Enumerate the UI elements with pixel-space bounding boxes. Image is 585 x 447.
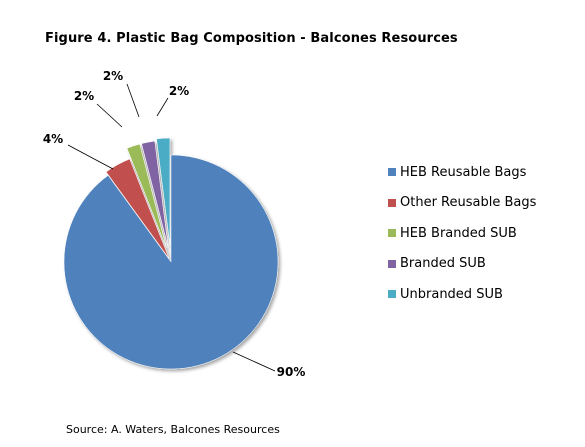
leader-line bbox=[67, 144, 114, 170]
legend-swatch bbox=[388, 229, 396, 238]
data-label: 2% bbox=[103, 69, 123, 83]
legend-label: HEB Branded SUB bbox=[400, 225, 517, 241]
leader-line bbox=[156, 97, 169, 117]
legend: HEB Reusable Bags Other Reusable Bags HEB … bbox=[388, 157, 536, 310]
data-label: 2% bbox=[74, 89, 94, 103]
pie-slice-unbranded-sub bbox=[156, 137, 171, 246]
leader-line bbox=[96, 103, 123, 128]
legend-item: HEB Branded SUB bbox=[388, 218, 536, 249]
data-label: 90% bbox=[277, 365, 306, 379]
pie-slice-heb-reusable-bags bbox=[63, 154, 279, 370]
legend-label: Branded SUB bbox=[400, 256, 486, 272]
chart-title: Figure 4. Plastic Bag Composition - Balc… bbox=[45, 31, 458, 46]
legend-swatch bbox=[388, 168, 396, 177]
legend-label: Other Reusable Bags bbox=[400, 195, 537, 211]
legend-swatch bbox=[388, 290, 396, 299]
source-note: Source: A. Waters, Balcones Resources bbox=[66, 423, 280, 436]
legend-item: Branded SUB bbox=[388, 249, 536, 280]
legend-item: Unbranded SUB bbox=[388, 279, 536, 310]
legend-label: Unbranded SUB bbox=[400, 286, 503, 302]
pie-slice-branded-sub bbox=[141, 140, 169, 248]
legend-item: Other Reusable Bags bbox=[388, 188, 536, 219]
leader-line bbox=[232, 351, 276, 372]
data-label: 4% bbox=[43, 132, 63, 146]
legend-label: HEB Reusable Bags bbox=[400, 164, 527, 180]
legend-swatch bbox=[388, 259, 396, 268]
pie-slices bbox=[63, 137, 279, 370]
pie-slice-other-reusable-bags bbox=[105, 158, 170, 259]
pie-slice-heb-branded-sub bbox=[126, 143, 167, 248]
data-label: 2% bbox=[169, 84, 189, 98]
legend-item: HEB Reusable Bags bbox=[388, 157, 536, 188]
leader-line bbox=[126, 83, 140, 118]
leader-lines bbox=[67, 83, 276, 372]
data-labels: 90% 4% 2% 2% 2% bbox=[43, 69, 306, 379]
legend-swatch bbox=[388, 198, 396, 207]
